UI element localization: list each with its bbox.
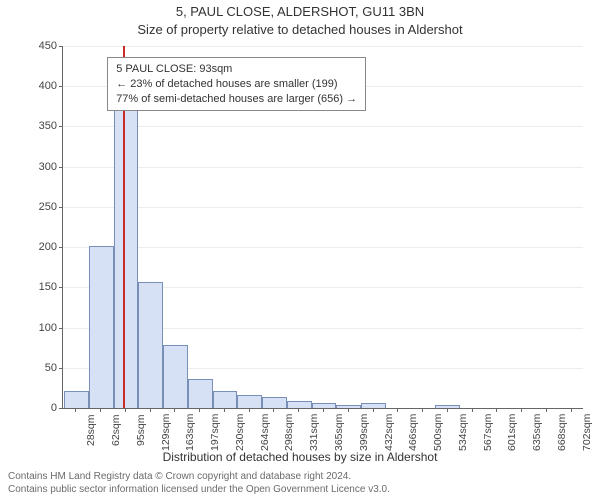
gridline — [63, 46, 583, 47]
x-tick-mark — [150, 408, 151, 412]
gridline — [63, 167, 583, 168]
x-tick-label: 702sqm — [579, 414, 593, 451]
x-tick-label: 432sqm — [381, 414, 395, 451]
x-tick-label: 163sqm — [182, 414, 196, 451]
gridline — [63, 207, 583, 208]
x-tick-mark — [422, 408, 423, 412]
histogram-bar — [114, 105, 139, 408]
x-tick-mark — [521, 408, 522, 412]
x-tick-mark — [125, 408, 126, 412]
x-axis-label: Distribution of detached houses by size … — [0, 450, 600, 464]
histogram-bar — [213, 391, 238, 408]
x-tick-label: 264sqm — [257, 414, 271, 451]
x-tick-mark — [249, 408, 250, 412]
y-tick: 250 — [39, 201, 63, 213]
y-tick: 50 — [45, 362, 63, 374]
x-tick-mark — [397, 408, 398, 412]
x-tick-label: 534sqm — [455, 414, 469, 451]
y-tick: 400 — [39, 80, 63, 92]
x-tick-label: 466sqm — [405, 414, 419, 451]
y-tick: 200 — [39, 241, 63, 253]
y-tick: 100 — [39, 322, 63, 334]
x-tick-mark — [348, 408, 349, 412]
title-subtitle: Size of property relative to detached ho… — [0, 22, 600, 37]
histogram-bar — [163, 345, 188, 408]
x-tick-label: 365sqm — [331, 414, 345, 451]
y-tick: 350 — [39, 120, 63, 132]
histogram-bar — [262, 397, 287, 408]
x-tick-label: 399sqm — [356, 414, 370, 451]
x-tick-label: 230sqm — [232, 414, 246, 451]
x-tick-mark — [447, 408, 448, 412]
x-tick-label: 635sqm — [529, 414, 543, 451]
x-tick-label: 668sqm — [554, 414, 568, 451]
attribution-footer: Contains HM Land Registry data © Crown c… — [8, 471, 592, 496]
histogram-bar — [64, 391, 89, 408]
x-tick-mark — [100, 408, 101, 412]
footer-line-1: Contains HM Land Registry data © Crown c… — [8, 471, 592, 484]
figure: { "title_line1": "5, PAUL CLOSE, ALDERSH… — [0, 0, 600, 500]
x-tick-mark — [472, 408, 473, 412]
x-tick-mark — [75, 408, 76, 412]
x-tick-label: 331sqm — [306, 414, 320, 451]
annotation-line: 5 PAUL CLOSE: 93sqm — [116, 62, 357, 77]
gridline — [63, 126, 583, 127]
histogram-bar — [138, 282, 163, 408]
histogram-bar — [287, 401, 312, 408]
x-tick-label: 298sqm — [281, 414, 295, 451]
annotation-line: ← 23% of detached houses are smaller (19… — [116, 77, 357, 92]
x-tick-label: 28sqm — [83, 414, 97, 446]
y-tick: 150 — [39, 281, 63, 293]
annotation-box: 5 PAUL CLOSE: 93sqm← 23% of detached hou… — [107, 57, 366, 112]
x-tick-label: 500sqm — [430, 414, 444, 451]
x-tick-mark — [273, 408, 274, 412]
title-address: 5, PAUL CLOSE, ALDERSHOT, GU11 3BN — [0, 4, 600, 19]
x-tick-label: 567sqm — [480, 414, 494, 451]
x-tick-label: 601sqm — [504, 414, 518, 451]
y-tick: 0 — [51, 402, 63, 414]
x-tick-mark — [546, 408, 547, 412]
x-tick-mark — [323, 408, 324, 412]
x-tick-mark — [298, 408, 299, 412]
x-tick-mark — [224, 408, 225, 412]
x-tick-mark — [199, 408, 200, 412]
histogram-bar — [237, 395, 262, 408]
x-tick-mark — [174, 408, 175, 412]
y-tick: 450 — [39, 40, 63, 52]
x-tick-mark — [571, 408, 572, 412]
x-tick-label: 95sqm — [133, 414, 147, 446]
footer-line-2: Contains public sector information licen… — [8, 484, 592, 497]
gridline — [63, 247, 583, 248]
x-tick-label: 129sqm — [158, 414, 172, 451]
annotation-line: 77% of semi-detached houses are larger (… — [116, 92, 357, 107]
x-tick-label: 197sqm — [207, 414, 221, 451]
histogram-bar — [188, 379, 213, 408]
y-tick: 300 — [39, 161, 63, 173]
histogram-bar — [89, 246, 114, 408]
chart-plot-area: 05010015020025030035040045028sqm62sqm95s… — [62, 46, 583, 409]
x-tick-mark — [373, 408, 374, 412]
x-tick-mark — [496, 408, 497, 412]
x-tick-label: 62sqm — [108, 414, 122, 446]
